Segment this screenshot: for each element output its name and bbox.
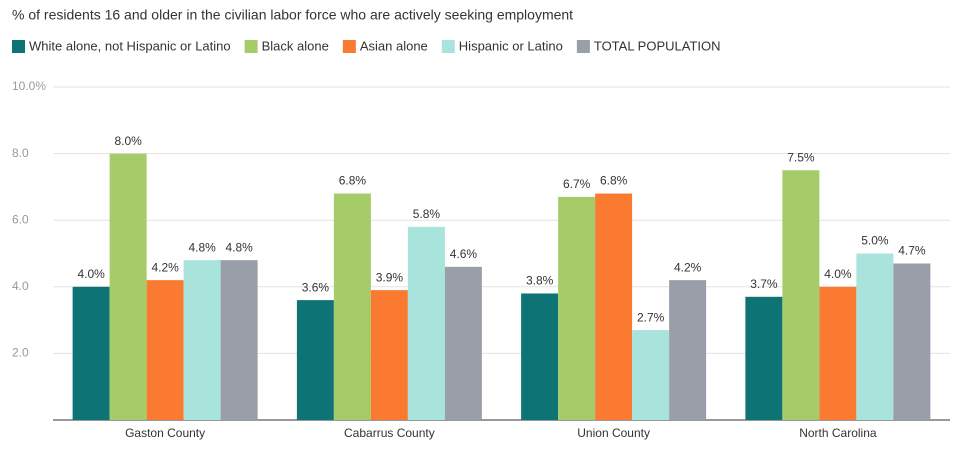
x-tick-label: Cabarrus County — [344, 426, 435, 440]
data-label: 3.7% — [750, 277, 778, 291]
bar — [296, 300, 334, 420]
legend-swatch — [576, 40, 590, 53]
bar — [521, 293, 559, 420]
y-tick-label: 10.0% — [12, 79, 46, 93]
legend-label: TOTAL POPULATION — [594, 38, 721, 53]
x-tick-label: North Carolina — [799, 426, 877, 440]
data-label: 4.0% — [77, 267, 105, 281]
data-label: 4.2% — [151, 260, 179, 274]
bar — [745, 296, 783, 420]
data-label: 3.9% — [376, 270, 404, 284]
x-tick-label: Gaston County — [125, 426, 205, 440]
x-tick-label: Union County — [577, 426, 650, 440]
y-tick-label: 6.0 — [12, 212, 29, 226]
bar — [333, 193, 371, 420]
legend-label: White alone, not Hispanic or Latino — [29, 38, 231, 53]
bar — [632, 330, 670, 420]
bar — [782, 170, 820, 420]
data-label: 3.6% — [302, 280, 330, 294]
data-label: 4.8% — [188, 240, 216, 254]
bar — [558, 196, 596, 420]
data-label: 6.8% — [600, 174, 628, 188]
legend-swatch — [244, 40, 258, 53]
bar — [146, 280, 184, 420]
data-label: 4.8% — [225, 240, 253, 254]
data-label: 6.8% — [339, 174, 367, 188]
bar — [444, 266, 482, 420]
bar — [856, 253, 894, 420]
data-label: 2.7% — [637, 310, 665, 324]
y-tick-label: 8.0 — [12, 146, 29, 160]
y-tick-label: 2.0 — [12, 346, 29, 360]
bar — [183, 260, 221, 420]
data-label: 5.8% — [413, 207, 441, 221]
legend-swatch — [441, 40, 455, 53]
legend-swatch — [342, 40, 356, 53]
chart-title: % of residents 16 and older in the civil… — [12, 7, 573, 23]
bar — [819, 286, 857, 420]
data-label: 4.2% — [674, 260, 702, 274]
data-label: 6.7% — [563, 177, 591, 191]
data-label: 4.0% — [824, 267, 852, 281]
bar — [893, 263, 931, 420]
bar — [370, 290, 408, 420]
legend-label: Asian alone — [360, 38, 428, 53]
bar — [669, 280, 707, 420]
bar — [595, 193, 633, 420]
bar — [407, 226, 445, 420]
legend-swatch — [12, 40, 25, 53]
data-label: 5.0% — [861, 234, 889, 248]
y-tick-label: 4.0 — [12, 279, 29, 293]
bar — [220, 260, 258, 420]
data-label: 7.5% — [787, 150, 815, 164]
data-label: 3.8% — [526, 274, 554, 288]
data-label: 4.6% — [450, 247, 478, 261]
bar — [109, 153, 147, 420]
data-label: 4.7% — [898, 244, 926, 258]
data-label: 8.0% — [114, 134, 142, 148]
bar — [72, 286, 110, 420]
legend-label: Hispanic or Latino — [459, 38, 563, 53]
legend-label: Black alone — [262, 38, 329, 53]
